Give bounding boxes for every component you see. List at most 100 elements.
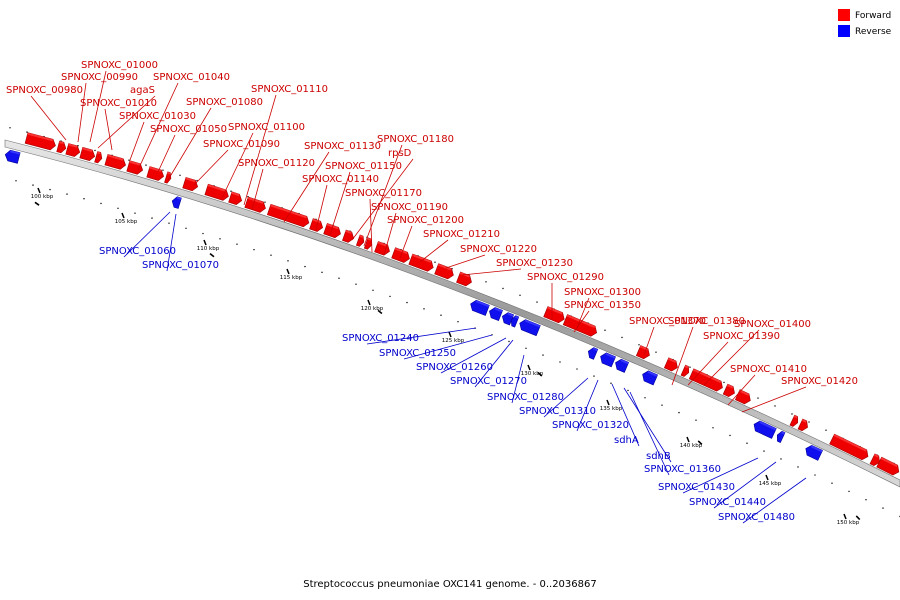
label-leader-line bbox=[687, 341, 729, 386]
forward-gene-arrow[interactable] bbox=[228, 191, 244, 206]
forward-gene-arrow[interactable] bbox=[363, 237, 373, 250]
forward-gene-arrow[interactable] bbox=[680, 364, 691, 377]
forward-gene-arrow[interactable] bbox=[56, 140, 68, 154]
forward-gene-arrow[interactable] bbox=[722, 383, 737, 398]
forward-gene-label-spnoxc-01110[interactable]: SPNOXC_01110 bbox=[251, 84, 328, 95]
forward-gene-label-spnoxc-01090[interactable]: SPNOXC_01090 bbox=[203, 139, 280, 150]
forward-gene-arrow[interactable] bbox=[104, 153, 127, 170]
forward-gene-label-spnoxc-01230[interactable]: SPNOXC_01230 bbox=[496, 258, 573, 269]
reverse-gene-arrow[interactable] bbox=[171, 196, 182, 209]
forward-gene-label-spnoxc-01390[interactable]: SPNOXC_01390 bbox=[703, 331, 780, 342]
reverse-gene-label-spnoxc-01260[interactable]: SPNOXC_01260 bbox=[416, 362, 493, 373]
reverse-gene-arrow[interactable] bbox=[613, 358, 630, 373]
forward-gene-label-spnoxc-01350[interactable]: SPNOXC_01350 bbox=[564, 300, 641, 311]
forward-gene-label-spnoxc-01300[interactable]: SPNOXC_01300 bbox=[564, 287, 641, 298]
reverse-gene-arrow[interactable] bbox=[469, 299, 490, 316]
forward-gene-label-spnoxc-01190[interactable]: SPNOXC_01190 bbox=[371, 202, 448, 213]
reverse-gene-label-spnoxc-01440[interactable]: SPNOXC_01440 bbox=[689, 497, 766, 508]
reverse-gene-label-spnoxc-01270[interactable]: SPNOXC_01270 bbox=[450, 376, 527, 387]
minor-tick-bottom bbox=[83, 198, 85, 200]
forward-gene-arrow[interactable] bbox=[79, 146, 96, 161]
forward-gene-arrow[interactable] bbox=[65, 143, 81, 158]
forward-gene-arrow[interactable] bbox=[342, 229, 355, 244]
forward-gene-arrow[interactable] bbox=[408, 253, 435, 273]
forward-gene-arrow[interactable] bbox=[434, 263, 456, 281]
forward-gene-arrow[interactable] bbox=[164, 171, 173, 184]
reverse-gene-label-spnoxc-01060[interactable]: SPNOXC_01060 bbox=[99, 246, 176, 257]
forward-gene-arrow[interactable] bbox=[876, 456, 900, 477]
reverse-gene-label-spnoxc-01360[interactable]: SPNOXC_01360 bbox=[644, 464, 721, 475]
forward-gene-arrow[interactable] bbox=[94, 151, 104, 164]
forward-gene-arrow[interactable] bbox=[829, 433, 871, 461]
forward-gene-label-spnoxc-01220[interactable]: SPNOXC_01220 bbox=[460, 244, 537, 255]
forward-gene-label-spnoxc-01290[interactable]: SPNOXC_01290 bbox=[527, 272, 604, 283]
forward-gene-arrow[interactable] bbox=[244, 196, 267, 214]
forward-gene-label-spnoxc-00980[interactable]: SPNOXC_00980 bbox=[6, 85, 83, 96]
reverse-gene-arrow[interactable] bbox=[500, 311, 515, 326]
reverse-gene-label-sdha[interactable]: sdhA bbox=[614, 435, 639, 446]
reverse-gene-arrow[interactable] bbox=[509, 315, 520, 328]
reverse-gene-arrow[interactable] bbox=[803, 444, 823, 461]
reverse-gene-label-spnoxc-01320[interactable]: SPNOXC_01320 bbox=[552, 420, 629, 431]
reverse-gene-arrow[interactable] bbox=[487, 306, 503, 322]
forward-gene-arrow[interactable] bbox=[789, 414, 800, 428]
forward-gene-arrow[interactable] bbox=[543, 306, 567, 325]
forward-gene-arrow[interactable] bbox=[182, 176, 200, 192]
forward-gene-label-spnoxc-01420[interactable]: SPNOXC_01420 bbox=[781, 376, 858, 387]
reverse-gene-label-sdhb[interactable]: sdhB bbox=[646, 451, 671, 462]
forward-gene-label-spnoxc-01120[interactable]: SPNOXC_01120 bbox=[238, 158, 315, 169]
minor-tick-bottom bbox=[185, 227, 187, 229]
forward-gene-arrow[interactable] bbox=[869, 453, 882, 467]
major-tick bbox=[843, 513, 847, 520]
forward-gene-label-spnoxc-01150[interactable]: SPNOXC_01150 bbox=[325, 161, 402, 172]
reverse-gene-label-spnoxc-01250[interactable]: SPNOXC_01250 bbox=[379, 348, 456, 359]
forward-gene-label-spnoxc-01080[interactable]: SPNOXC_01080 bbox=[186, 97, 263, 108]
forward-gene-label-spnoxc-01200[interactable]: SPNOXC_01200 bbox=[387, 215, 464, 226]
reverse-gene-label-spnoxc-01430[interactable]: SPNOXC_01430 bbox=[658, 482, 735, 493]
forward-gene-label-spnoxc-01100[interactable]: SPNOXC_01100 bbox=[228, 122, 305, 133]
reverse-gene-arrow[interactable] bbox=[4, 149, 21, 164]
forward-gene-label-spnoxc-01210[interactable]: SPNOXC_01210 bbox=[423, 229, 500, 240]
reverse-gene-label-spnoxc-01480[interactable]: SPNOXC_01480 bbox=[718, 512, 795, 523]
forward-gene-label-spnoxc-01130[interactable]: SPNOXC_01130 bbox=[304, 141, 381, 152]
forward-gene-label-spnoxc-01380[interactable]: SPNOXC_01380 bbox=[668, 316, 745, 327]
forward-gene-label-spnoxc-01140[interactable]: SPNOXC_01140 bbox=[302, 174, 379, 185]
forward-gene-label-spnoxc-01180[interactable]: SPNOXC_01180 bbox=[377, 134, 454, 145]
forward-gene-arrow[interactable] bbox=[797, 418, 810, 432]
forward-gene-arrow[interactable] bbox=[562, 314, 599, 338]
forward-gene-arrow[interactable] bbox=[374, 241, 392, 256]
forward-gene-label-rpsd[interactable]: rpsD bbox=[388, 148, 412, 159]
forward-gene-label-spnoxc-01370[interactable]: SPNOXC_01370 bbox=[629, 316, 706, 327]
reverse-gene-arrow[interactable] bbox=[752, 419, 777, 439]
reverse-gene-arrow[interactable] bbox=[640, 369, 659, 386]
forward-gene-label-spnoxc-01000[interactable]: SPNOXC_01000 bbox=[81, 60, 158, 71]
forward-gene-arrow[interactable] bbox=[355, 234, 365, 247]
forward-gene-label-agas[interactable]: agaS bbox=[130, 85, 155, 96]
minor-tick-top bbox=[621, 336, 623, 339]
minor-tick-bottom bbox=[219, 238, 221, 240]
forward-gene-arrow[interactable] bbox=[309, 218, 325, 233]
forward-gene-label-spnoxc-01170[interactable]: SPNOXC_01170 bbox=[345, 188, 422, 199]
reverse-gene-arrow[interactable] bbox=[598, 351, 616, 368]
minor-tick-bottom bbox=[202, 232, 204, 235]
reverse-gene-label-spnoxc-01310[interactable]: SPNOXC_01310 bbox=[519, 406, 596, 417]
forward-gene-label-spnoxc-01030[interactable]: SPNOXC_01030 bbox=[119, 111, 196, 122]
reverse-gene-arrow[interactable] bbox=[586, 346, 599, 360]
forward-gene-label-spnoxc-01040[interactable]: SPNOXC_01040 bbox=[153, 72, 230, 83]
forward-gene-arrow[interactable] bbox=[663, 357, 679, 373]
reverse-gene-label-spnoxc-01280[interactable]: SPNOXC_01280 bbox=[487, 392, 564, 403]
reverse-gene-label-spnoxc-01070[interactable]: SPNOXC_01070 bbox=[142, 260, 219, 271]
forward-gene-label-spnoxc-01400[interactable]: SPNOXC_01400 bbox=[734, 319, 811, 330]
reverse-gene-arrow[interactable] bbox=[775, 430, 786, 443]
tick-label-140-kbp: 140 kbp bbox=[680, 443, 703, 449]
forward-gene-arrow[interactable] bbox=[24, 132, 57, 151]
forward-gene-label-spnoxc-00990[interactable]: SPNOXC_00990 bbox=[61, 72, 138, 83]
reverse-gene-arrow[interactable] bbox=[518, 318, 541, 337]
reverse-gene-label-spnoxc-01240[interactable]: SPNOXC_01240 bbox=[342, 333, 419, 344]
forward-gene-label-spnoxc-01010[interactable]: SPNOXC_01010 bbox=[80, 98, 157, 109]
forward-gene-label-spnoxc-01050[interactable]: SPNOXC_01050 bbox=[150, 124, 227, 135]
forward-gene-arrow[interactable] bbox=[126, 160, 144, 176]
forward-gene-arrow[interactable] bbox=[391, 247, 412, 264]
forward-gene-label-spnoxc-01410[interactable]: SPNOXC_01410 bbox=[730, 364, 807, 375]
